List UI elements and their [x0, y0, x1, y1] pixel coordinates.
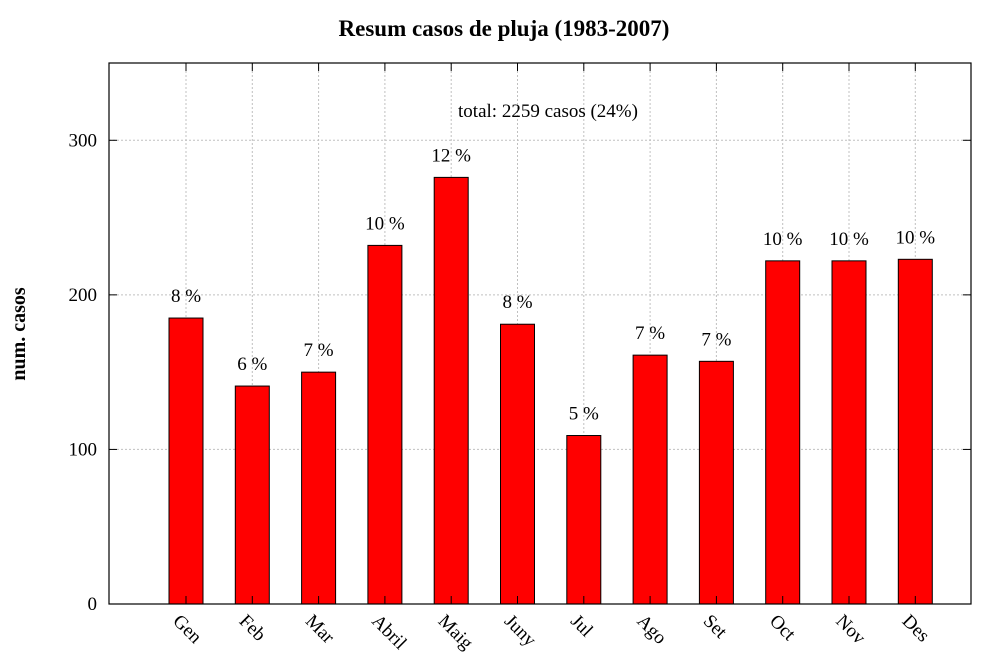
x-tick-label: Feb	[235, 611, 270, 646]
bar-maig	[433, 176, 469, 605]
chart-title: Resum casos de pluja (1983-2007)	[338, 16, 670, 41]
x-tick-label: Gen	[168, 611, 206, 649]
data-label: 10 %	[829, 229, 869, 250]
bar-nov	[831, 260, 867, 605]
x-tick-label: Juny	[500, 611, 541, 652]
y-tick-label: 200	[69, 285, 98, 306]
y-tick-label: 100	[69, 439, 98, 460]
x-tick-label: Jul	[566, 611, 597, 642]
x-tick-label: Nov	[831, 611, 869, 649]
x-tick-label: Maig	[434, 611, 478, 655]
y-tick-label: 0	[88, 594, 98, 615]
bar-oct	[765, 260, 801, 605]
x-tick-label: Oct	[765, 611, 800, 646]
x-tick-label: Mar	[301, 611, 339, 649]
data-label: 7 %	[635, 323, 665, 344]
data-label: 10 %	[896, 227, 936, 248]
bar-juny	[500, 323, 535, 605]
data-label: 12 %	[431, 145, 471, 166]
data-label: 6 %	[237, 354, 267, 375]
data-label: 8 %	[171, 286, 201, 307]
data-label: 10 %	[365, 213, 405, 234]
data-label: 8 %	[502, 292, 532, 313]
plot-frame	[108, 62, 972, 605]
bar-ago	[632, 354, 668, 605]
bar-abril	[367, 244, 403, 605]
chart-annotation: total: 2259 casos (24%)	[458, 101, 638, 122]
y-tick-label: 300	[69, 130, 98, 151]
data-label: 7 %	[701, 329, 731, 350]
x-tick-label: Abril	[367, 611, 410, 654]
x-tick-label: Set	[699, 611, 732, 644]
x-tick-label: Des	[898, 611, 934, 647]
data-label: 5 %	[569, 404, 599, 425]
bar-feb	[234, 385, 270, 605]
bar-gen	[168, 317, 204, 605]
bar-set	[698, 360, 734, 605]
data-label: 7 %	[304, 340, 334, 361]
bar-mar	[301, 371, 337, 605]
x-tick-label: Ago	[633, 611, 671, 649]
bar-jul	[566, 435, 602, 605]
bar-des	[897, 258, 933, 605]
data-label: 10 %	[763, 229, 803, 250]
